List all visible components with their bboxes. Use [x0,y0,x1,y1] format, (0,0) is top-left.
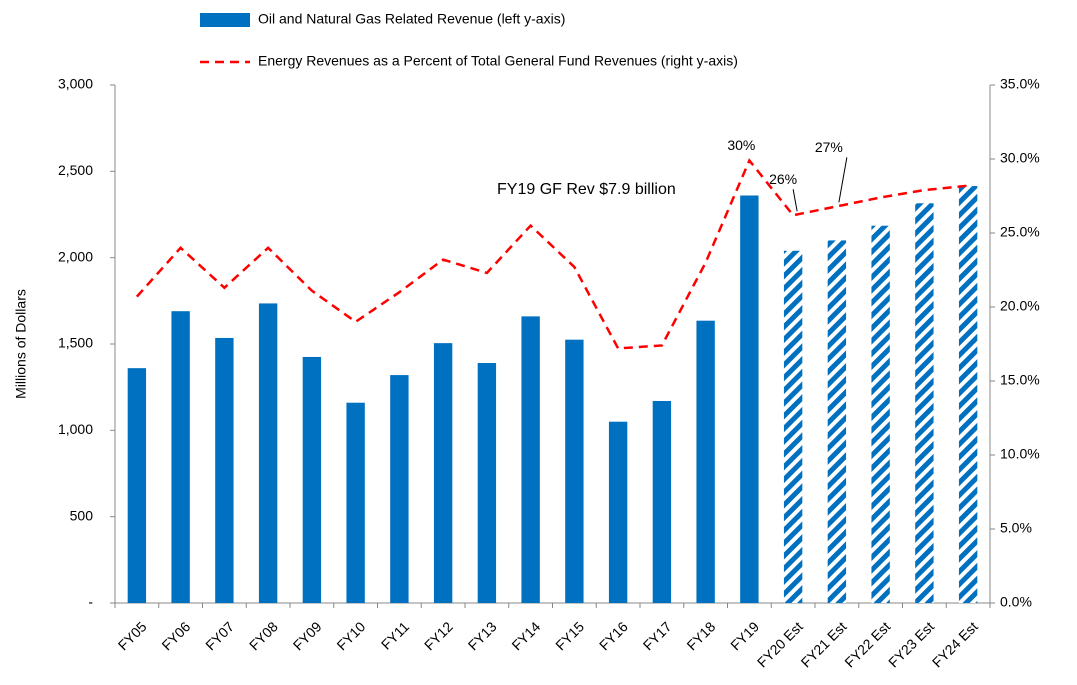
y2-tick-label: 10.0% [1000,446,1040,462]
annotation: FY19 GF Rev $7.9 billion [497,181,676,198]
x-tick-label: FY16 [596,618,631,653]
x-tick-label: FY08 [246,618,281,653]
bar [696,320,715,603]
bar [521,316,540,603]
bar [608,421,628,603]
data-label: 27% [815,139,843,155]
bar [171,311,190,603]
bar [215,337,234,603]
bar [346,402,365,603]
legend-label: Energy Revenues as a Percent of Total Ge… [258,53,738,69]
y-tick-label: 1,000 [58,421,93,437]
x-tick-label: FY19 [727,618,762,653]
y2-tick-label: 20.0% [1000,298,1040,314]
y-axis-label: Millions of Dollars [13,289,29,399]
bar [871,225,890,603]
bar [433,343,453,603]
y-tick-label: 2,500 [58,162,93,178]
y2-tick-label: 5.0% [1000,520,1032,536]
bar [958,186,978,603]
y2-tick-label: 35.0% [1000,76,1040,92]
x-tick-label: FY20 Est [754,618,806,670]
x-tick-label: FY17 [640,618,675,653]
x-tick-label: FY10 [333,618,368,653]
bar [127,368,147,603]
x-tick-label: FY15 [552,618,587,653]
x-tick-label: FY18 [683,618,718,653]
x-tick-label: FY06 [158,618,193,653]
bar [740,195,759,604]
data-label: 26% [769,171,797,187]
data-label: 30% [727,137,755,153]
y2-tick-label: 0.0% [1000,594,1032,610]
bar [477,362,497,603]
x-tick-label: FY11 [378,618,412,652]
y-tick-label: - [88,594,93,610]
y2-tick-label: 25.0% [1000,224,1040,240]
y-tick-label: 2,000 [58,248,93,264]
bar [565,339,584,603]
bar [827,240,847,603]
bar [915,203,934,603]
y-tick-label: 1,500 [58,335,93,351]
y2-tick-label: 15.0% [1000,372,1040,388]
x-tick-label: FY05 [115,618,150,653]
y-tick-label: 3,000 [58,76,93,92]
x-tick-label: FY07 [202,618,237,653]
bar [652,400,672,603]
legend-label: Oil and Natural Gas Related Revenue (lef… [258,11,565,27]
x-tick-label: FY13 [465,618,500,653]
bar [390,375,409,603]
bar [783,250,803,603]
leader-line [838,157,848,203]
y-tick-label: 500 [70,507,94,523]
x-tick-label: FY09 [290,618,325,653]
bar [258,303,278,603]
x-tick-label: FY12 [421,618,456,653]
bar [302,356,322,603]
x-tick-label: FY22 Est [841,618,893,670]
x-tick-label: FY23 Est [885,618,937,670]
line [135,158,969,350]
y2-tick-label: 30.0% [1000,150,1040,166]
x-tick-label: FY21 Est [798,618,850,670]
legend-swatch [200,13,250,27]
x-tick-label: FY24 Est [929,618,981,670]
x-tick-label: FY14 [508,618,543,653]
leader-line [792,189,798,212]
